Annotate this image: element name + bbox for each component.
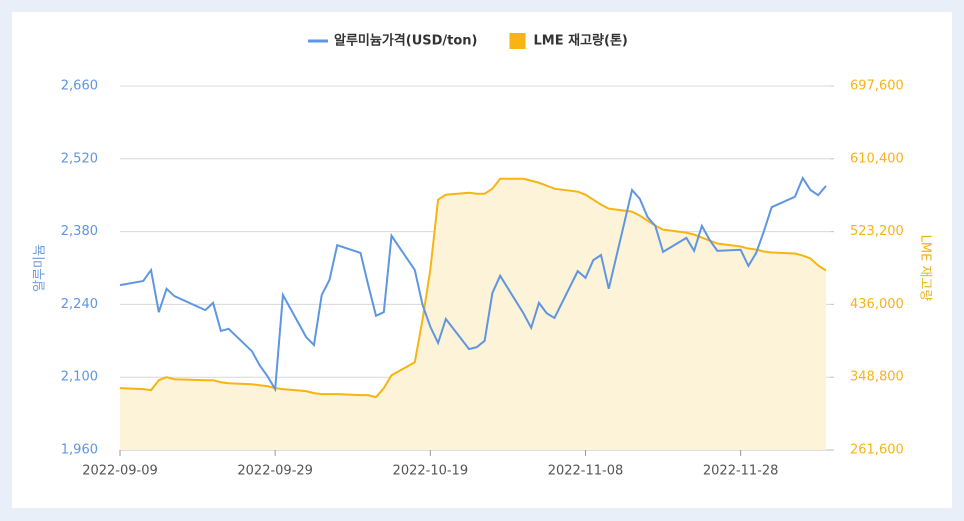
y2-tick-label: 610,400 [850,151,904,166]
y-axis-title: 알루미늄 [33,244,48,292]
x-tick-label: 2022-10-19 [393,464,469,479]
y-tick-label: 2,380 [61,224,98,239]
y2-tick-label: 697,600 [850,79,904,94]
y-tick-label: 2,520 [61,151,98,166]
legend-label: 알루미늄가격(USD/ton) [334,33,478,49]
y2-tick-label: 348,800 [850,370,904,385]
y-tick-label: 2,240 [61,297,98,312]
x-tick-label: 2022-09-09 [82,464,158,479]
area-line [119,177,827,399]
y-tick-label: 1,960 [61,443,98,458]
area-fill [120,178,826,450]
legend-swatch [509,33,526,49]
y2-tick-label: 523,200 [850,224,904,239]
y-tick-label: 2,660 [61,79,98,94]
x-tick-label: 2022-11-08 [548,464,624,479]
x-tick-label: 2022-11-28 [703,464,779,479]
y2-tick-label: 261,600 [850,443,904,458]
y2-tick-label: 436,000 [850,297,904,312]
price-line [119,175,827,393]
y-tick-label: 2,100 [61,370,98,385]
y2-axis-title: LME 재고량 [918,235,933,302]
legend-label: LME 재고량(톤) [534,34,628,49]
x-tick-label: 2022-09-29 [237,464,313,479]
